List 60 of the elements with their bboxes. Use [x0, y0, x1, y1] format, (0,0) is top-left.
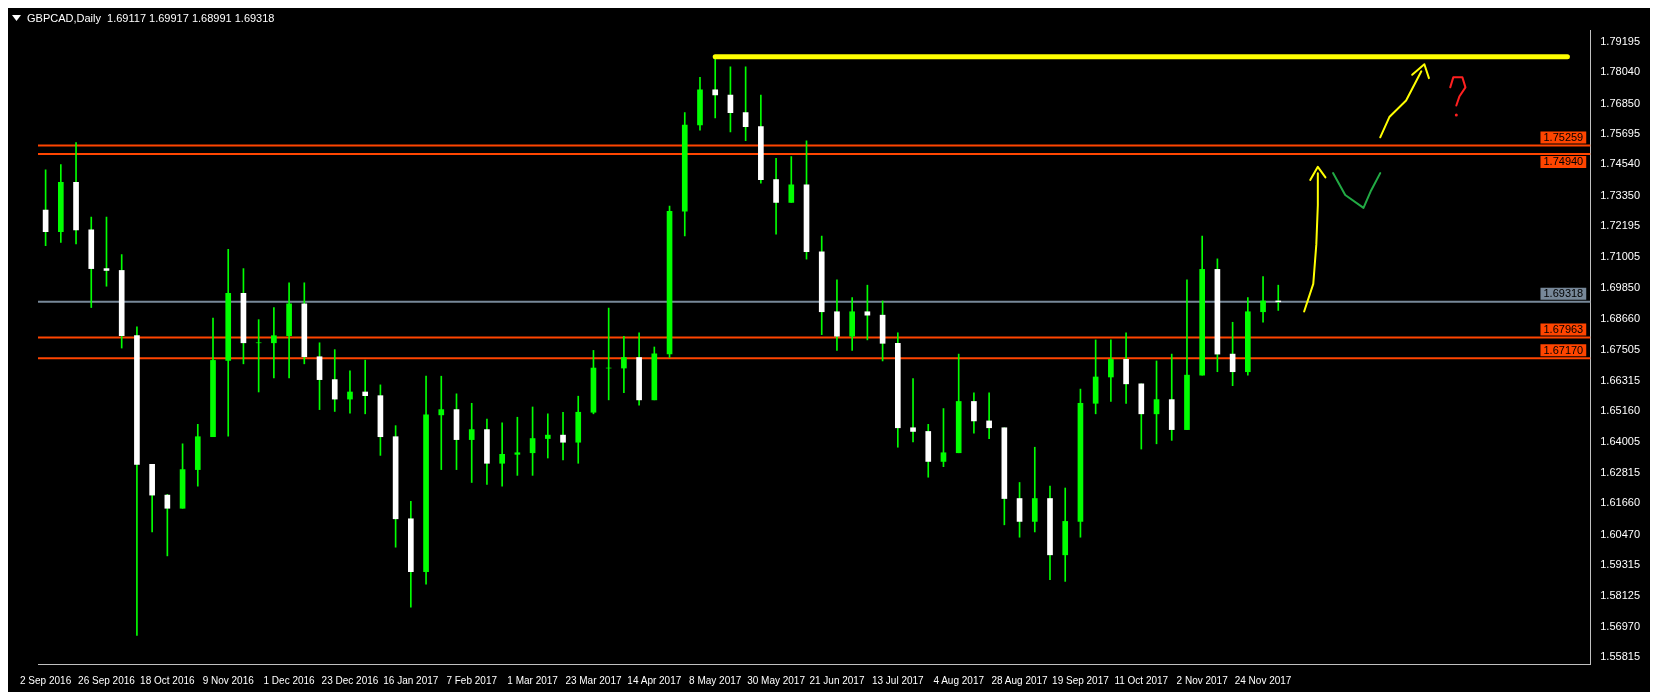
candlestick [544, 413, 551, 459]
candlestick [499, 422, 505, 487]
ref-line-label: 1.67963 [1543, 322, 1584, 335]
y-tick-label: 1.60470 [1600, 527, 1640, 540]
chart-title: GBPCAD,Daily 1.69117 1.69917 1.68991 1.69318 [27, 12, 275, 24]
x-tick-label: 14 Apr 2017 [627, 674, 682, 686]
x-tick-label: 16 Jan 2017 [383, 674, 439, 686]
y-tick-label: 1.64005 [1600, 434, 1640, 447]
x-tick-label: 28 Aug 2017 [991, 674, 1049, 686]
candlestick [621, 335, 627, 394]
ref-line-label: 1.69318 [1543, 287, 1584, 300]
y-tick-label: 1.67505 [1600, 342, 1640, 355]
y-tick-label: 1.68660 [1600, 312, 1640, 325]
x-tick-label: 21 Jun 2017 [809, 674, 865, 686]
y-tick-label: 1.73350 [1600, 188, 1640, 201]
candlestick [910, 378, 916, 443]
candlestick [362, 359, 369, 415]
candlestick [468, 402, 475, 483]
x-tick-label: 30 May 2017 [747, 674, 806, 686]
y-tick-label: 1.72195 [1600, 219, 1640, 232]
y-tick-label: 1.65160 [1600, 404, 1640, 417]
y-tick-label: 1.58125 [1600, 589, 1640, 602]
x-tick-label: 1 Mar 2017 [507, 674, 559, 686]
y-tick-label: 1.79195 [1600, 35, 1640, 47]
ref-line-label: 1.74940 [1543, 155, 1584, 168]
x-tick-label: 24 Nov 2017 [1234, 674, 1292, 686]
x-tick-label: 2 Nov 2017 [1176, 674, 1229, 686]
y-tick-label: 1.76850 [1600, 96, 1640, 109]
y-tick-label: 1.56970 [1600, 619, 1640, 632]
y-tick-label: 1.62815 [1600, 465, 1640, 478]
candlestick [271, 307, 277, 379]
x-tick-label: 4 Aug 2017 [933, 674, 985, 686]
y-tick-label: 1.71005 [1600, 250, 1640, 263]
x-tick-label: 19 Sep 2017 [1052, 674, 1110, 686]
x-tick-label: 11 Oct 2017 [1114, 674, 1169, 686]
y-tick-label: 1.55815 [1600, 650, 1640, 663]
y-tick-label: 1.66315 [1600, 373, 1640, 386]
y-tick-label: 1.75695 [1600, 127, 1640, 140]
x-tick-label: 23 Mar 2017 [565, 674, 622, 686]
x-tick-label: 26 Sep 2016 [78, 674, 136, 686]
y-tick-label: 1.74540 [1600, 157, 1640, 170]
y-tick-label: 1.69850 [1600, 280, 1640, 293]
candlestick [438, 375, 445, 470]
candlestick [986, 392, 992, 439]
ref-line-label: 1.67170 [1543, 343, 1584, 356]
y-tick-label: 1.78040 [1600, 65, 1640, 78]
x-tick-label: 7 Feb 2017 [446, 674, 498, 686]
candlestick [347, 370, 353, 414]
y-tick-label: 1.61660 [1600, 496, 1640, 509]
ref-line-label: 1.75259 [1543, 131, 1584, 144]
candlestick [1260, 276, 1266, 323]
x-tick-label: 8 May 2017 [689, 674, 742, 686]
x-tick-label: 18 Oct 2016 [140, 674, 196, 686]
x-tick-label: 9 Nov 2016 [202, 674, 255, 686]
x-tick-label: 13 Jul 2017 [871, 674, 925, 686]
candlestick [560, 411, 566, 461]
x-tick-label: 2 Sep 2016 [20, 674, 72, 686]
x-tick-label: 1 Dec 2016 [263, 674, 316, 686]
x-tick-label: 23 Dec 2016 [321, 674, 379, 686]
y-tick-label: 1.59315 [1600, 557, 1640, 570]
